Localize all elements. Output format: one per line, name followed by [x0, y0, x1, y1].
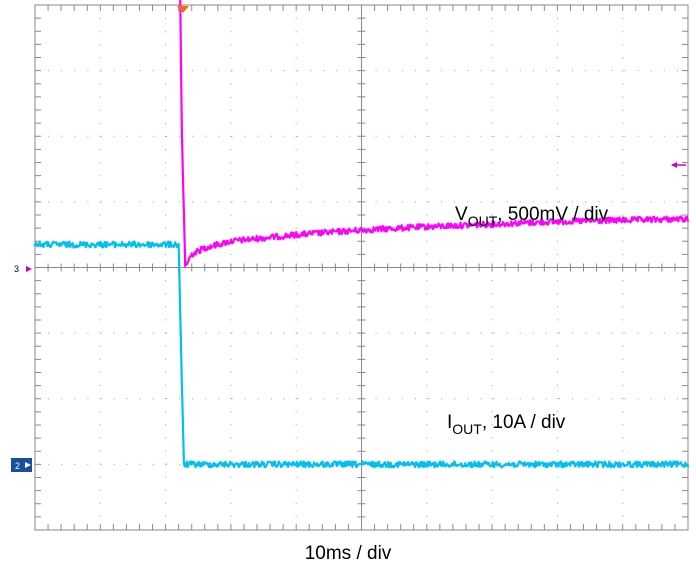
grid: [34, 4, 689, 531]
channel-3-label: 3: [14, 264, 19, 274]
vout-series-label: VOUT, 500mV / div: [455, 204, 609, 229]
trigger-level-arrow-icon: [671, 162, 686, 168]
iout-trace: [33, 240, 690, 469]
channel-2-label: 2: [15, 461, 20, 471]
channel-3-marker: 3: [14, 264, 32, 274]
traces: [33, 0, 690, 469]
channel-2-marker: 2: [11, 458, 32, 472]
x-axis-label: 10ms / div: [304, 543, 392, 564]
iout-series-label: IOUT, 10A / div: [447, 412, 566, 437]
vout-trace: [179, 0, 690, 268]
trigger-marker-icon: [177, 6, 189, 13]
